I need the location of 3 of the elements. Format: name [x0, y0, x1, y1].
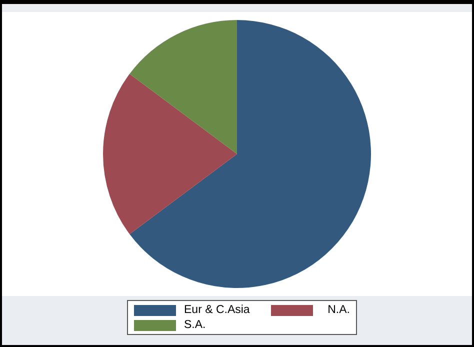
legend-label: N.A. [328, 304, 350, 316]
legend-label: S.A. [184, 319, 206, 331]
legend-label: Eur & C.Asia [184, 304, 250, 316]
